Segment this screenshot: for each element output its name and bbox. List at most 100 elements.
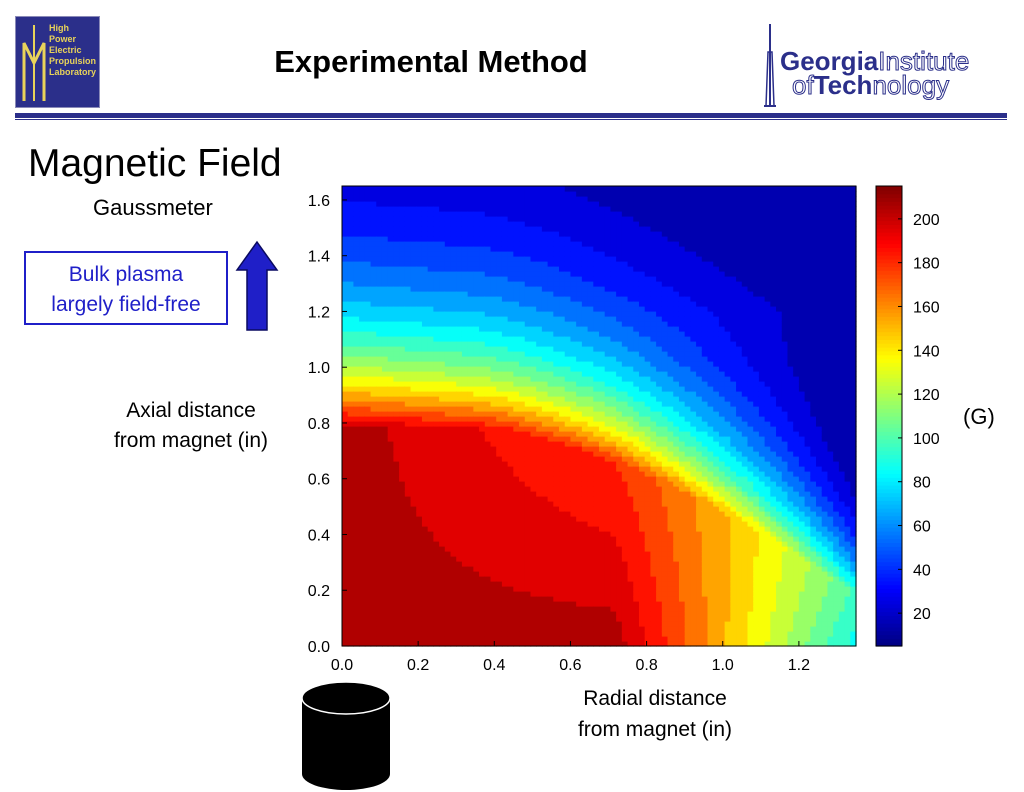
- contour-cell: [587, 316, 594, 322]
- contour-cell: [490, 321, 497, 327]
- contour-cell: [353, 311, 360, 317]
- contour-cell: [564, 261, 572, 267]
- contour-cell: [536, 421, 543, 427]
- contour-cell: [433, 431, 440, 437]
- contour-cell: [359, 326, 366, 332]
- contour-cell: [461, 581, 469, 587]
- contour-cell: [547, 576, 554, 582]
- contour-cell: [530, 596, 537, 602]
- contour-cell: [473, 246, 480, 252]
- contour-cell: [513, 301, 520, 307]
- contour-cell: [393, 511, 400, 517]
- contour-cell: [553, 526, 560, 532]
- contour-cell: [342, 186, 349, 192]
- contour-cell: [473, 381, 480, 387]
- contour-cell: [581, 226, 589, 232]
- contour-cell: [364, 461, 372, 467]
- contour-cell: [439, 526, 446, 532]
- contour-cell: [364, 311, 372, 317]
- contour-cell: [381, 601, 389, 607]
- contour-cell: [564, 216, 572, 222]
- contour-cell: [347, 211, 355, 217]
- contour-cell: [553, 546, 560, 552]
- contour-cell: [604, 536, 612, 542]
- contour-cell: [387, 471, 394, 477]
- contour-cell: [536, 626, 543, 632]
- contour-cell: [404, 466, 412, 472]
- contour-cell: [484, 641, 492, 647]
- contour-cell: [650, 626, 657, 632]
- contour-cell: [496, 371, 503, 377]
- contour-cell: [404, 411, 412, 417]
- contour-cell: [393, 611, 400, 617]
- contour-cell: [610, 211, 617, 217]
- contour-cell: [581, 336, 589, 342]
- contour-cell: [621, 236, 629, 242]
- contour-cell: [439, 336, 446, 342]
- contour-cell: [347, 251, 355, 257]
- contour-cell: [519, 221, 526, 227]
- contour-cell: [381, 481, 389, 487]
- contour-cell: [604, 236, 612, 242]
- contour-cell: [439, 311, 446, 317]
- contour-cell: [581, 371, 589, 377]
- contour-cell: [347, 591, 355, 597]
- contour-cell: [644, 491, 651, 497]
- contour-cell: [536, 496, 543, 502]
- contour-cell: [387, 541, 394, 547]
- contour-cell: [427, 246, 434, 252]
- contour-cell: [456, 416, 463, 422]
- contour-cell: [399, 216, 406, 222]
- contour-cell: [467, 291, 474, 297]
- contour-cell: [479, 301, 486, 307]
- contour-cell: [393, 261, 400, 267]
- contour-cell: [439, 341, 446, 347]
- contour-cell: [610, 511, 617, 517]
- contour-cell: [570, 316, 577, 322]
- contour-cell: [490, 366, 497, 372]
- contour-cell: [581, 406, 589, 412]
- contour-cell: [387, 511, 394, 517]
- contour-cell: [570, 321, 577, 327]
- contour-cell: [353, 471, 360, 477]
- contour-cell: [564, 601, 572, 607]
- contour-cell: [484, 221, 492, 227]
- contour-cell: [410, 511, 417, 517]
- contour-cell: [501, 471, 509, 477]
- contour-cell: [541, 566, 549, 572]
- contour-cell: [536, 201, 543, 207]
- contour-cell: [484, 616, 492, 622]
- contour-cell: [530, 471, 537, 477]
- contour-cell: [381, 621, 389, 627]
- contour-cell: [427, 626, 434, 632]
- contour-cell: [473, 296, 480, 302]
- contour-cell: [399, 366, 406, 372]
- contour-cell: [507, 386, 514, 392]
- contour-cell: [633, 406, 640, 412]
- contour-cell: [507, 536, 514, 542]
- contour-cell: [513, 546, 520, 552]
- contour-cell: [599, 211, 606, 217]
- contour-cell: [633, 566, 640, 572]
- contour-cell: [553, 396, 560, 402]
- contour-cell: [644, 591, 651, 597]
- contour-cell: [353, 496, 360, 502]
- contour-cell: [359, 476, 366, 482]
- contour-cell: [547, 581, 554, 587]
- contour-cell: [581, 411, 589, 417]
- contour-cell: [393, 461, 400, 467]
- contour-cell: [450, 366, 457, 372]
- contour-cell: [587, 426, 594, 432]
- contour-cell: [576, 316, 583, 322]
- contour-cell: [530, 256, 537, 262]
- contour-cell: [644, 606, 651, 612]
- contour-cell: [519, 446, 526, 452]
- contour-cell: [564, 271, 572, 277]
- contour-cell: [627, 376, 634, 382]
- contour-cell: [559, 451, 566, 457]
- contour-cell: [559, 271, 566, 277]
- contour-cell: [593, 436, 600, 442]
- contour-cell: [564, 596, 572, 602]
- up-arrow-icon: [235, 240, 279, 331]
- contour-cell: [627, 276, 634, 282]
